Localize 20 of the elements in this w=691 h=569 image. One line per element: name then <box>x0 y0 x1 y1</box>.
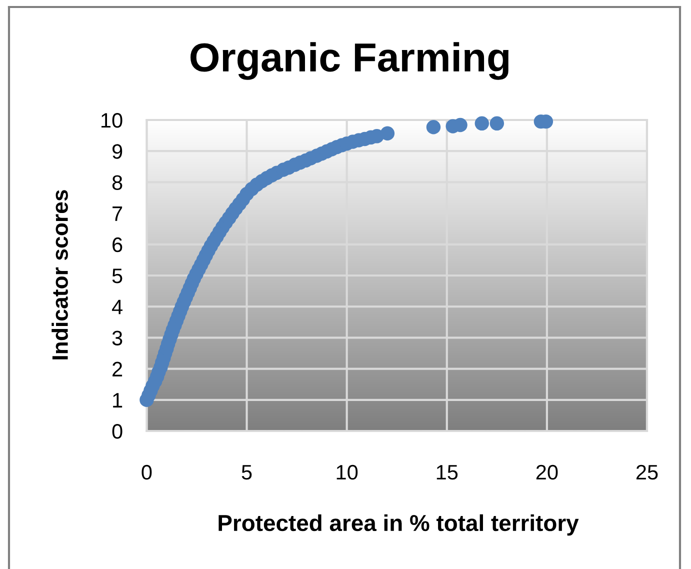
y-tick-label: 7 <box>112 206 122 221</box>
y-axis-title: Indicator scores <box>52 190 68 360</box>
x-tick-label: 25 <box>636 464 658 480</box>
y-tick-label: 3 <box>112 330 122 346</box>
chart-title: Organic Farming <box>190 42 508 80</box>
y-tick-label: 6 <box>112 237 122 252</box>
y-tick-label: 4 <box>112 300 122 314</box>
x-axis-title: Protected area in % total territory <box>218 514 579 536</box>
x-tick-label: 10 <box>336 464 358 480</box>
x-tick-label: 15 <box>436 465 458 480</box>
x-tick-label: 20 <box>536 464 558 480</box>
x-tick-label: 5 <box>242 465 252 480</box>
y-tick-label: 8 <box>112 175 122 190</box>
y-tick-label: 5 <box>112 268 122 284</box>
y-tick-label: 2 <box>112 362 122 376</box>
y-tick-label: 10 <box>102 113 122 128</box>
x-tick-label: 0 <box>142 464 152 480</box>
y-tick-label: 1 <box>113 393 122 408</box>
y-tick-label: 0 <box>112 424 122 439</box>
y-tick-label: 9 <box>112 144 122 159</box>
